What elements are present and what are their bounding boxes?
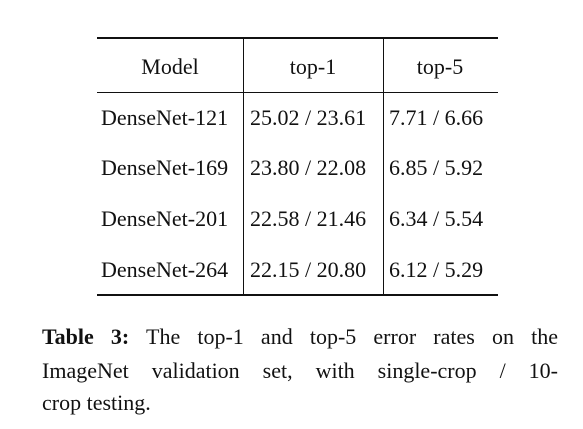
table-cell: 7.71 / 6.66	[389, 105, 484, 130]
column-divider	[243, 38, 244, 296]
bottom-rule	[97, 294, 498, 296]
table-cell: 22.58 / 21.46	[250, 206, 367, 231]
header-cell: Model	[141, 54, 199, 79]
caption-text: The top-1 and top-5 error rates on the	[146, 324, 559, 349]
table-cell: 6.34 / 5.54	[389, 206, 484, 231]
caption-line: crop testing.	[42, 390, 151, 415]
column-divider	[383, 38, 384, 296]
table-cell: DenseNet-121	[101, 105, 229, 130]
caption-line: ImageNet validation set, with single-cro…	[42, 358, 558, 383]
header-cell: top-5	[416, 54, 464, 79]
caption-label: Table 3:	[42, 324, 130, 349]
table-cell: 6.12 / 5.29	[389, 257, 484, 282]
table-cell: 25.02 / 23.61	[250, 105, 367, 130]
table-cell: DenseNet-201	[101, 206, 229, 231]
table-cell: 23.80 / 22.08	[250, 155, 367, 180]
table-cell: 6.85 / 5.92	[389, 155, 484, 180]
table-cell: 22.15 / 20.80	[250, 257, 367, 282]
caption-line: Table 3: The top-1 and top-5 error rates…	[42, 324, 558, 350]
table-cell: DenseNet-169	[101, 155, 229, 180]
table-cell: DenseNet-264	[101, 257, 229, 282]
header-rule	[97, 92, 498, 93]
header-cell: top-1	[289, 54, 337, 79]
top-rule	[97, 37, 498, 39]
